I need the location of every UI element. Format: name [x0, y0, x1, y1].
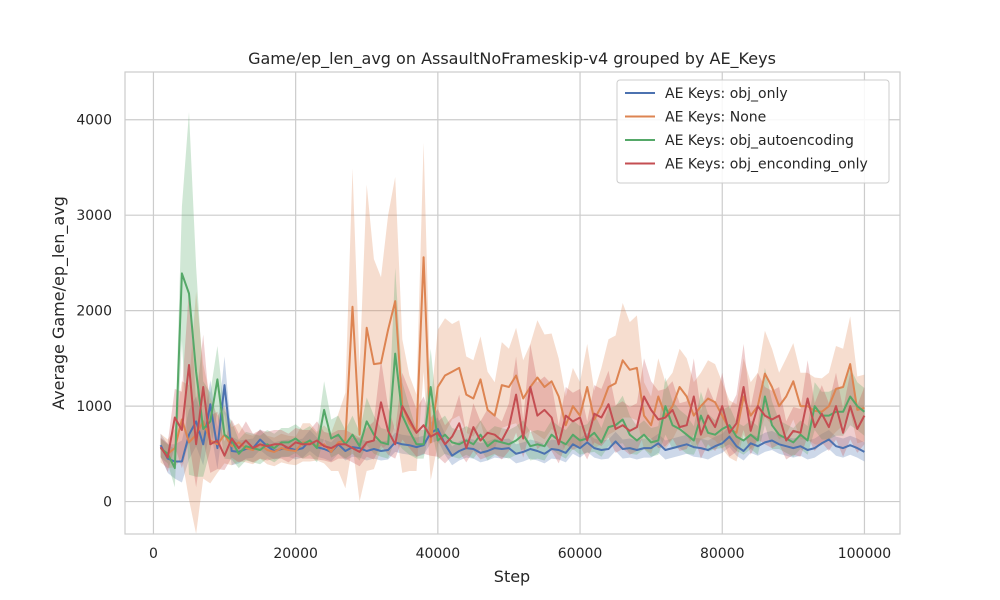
x-axis-label: Step — [494, 567, 530, 586]
series-lines — [159, 256, 866, 470]
confidence-band-3 — [160, 288, 865, 488]
legend-entry: AE Keys: obj_autoencoding — [665, 133, 854, 149]
x-tick-label: 20000 — [273, 546, 318, 562]
x-tick-label: 80000 — [700, 546, 745, 562]
x-tick-labels: 0 20000 40000 60000 80000 100000 — [149, 546, 891, 562]
x-tick-label: 100000 — [838, 546, 891, 562]
legend-entry: AE Keys: obj_enconding_only — [665, 157, 868, 173]
y-tick-labels: 0 1000 2000 3000 4000 — [76, 113, 112, 511]
y-tick-label: 4000 — [76, 113, 112, 129]
series-line-3 — [159, 364, 866, 459]
legend-entry: AE Keys: obj_only — [665, 86, 788, 102]
legend: AE Keys: obj_only AE Keys: None AE Keys: o… — [616, 79, 890, 184]
chart-title: Game/ep_len_avg on AssaultNoFrameskip-v4… — [248, 49, 776, 69]
legend-entry: AE Keys: None — [665, 110, 766, 126]
y-axis-label: Average Game/ep_len_avg — [49, 196, 69, 410]
plot-frame — [124, 71, 901, 535]
y-tick-label: 1000 — [76, 399, 112, 415]
x-tick-label: 0 — [149, 546, 158, 562]
legend-box — [616, 79, 890, 184]
x-tick-label: 60000 — [558, 546, 603, 562]
confidence-band-0 — [160, 356, 865, 483]
y-tick-label: 0 — [103, 495, 112, 511]
y-tick-label: 2000 — [76, 304, 112, 320]
y-tick-label: 3000 — [76, 208, 112, 224]
x-tick-label: 40000 — [416, 546, 461, 562]
